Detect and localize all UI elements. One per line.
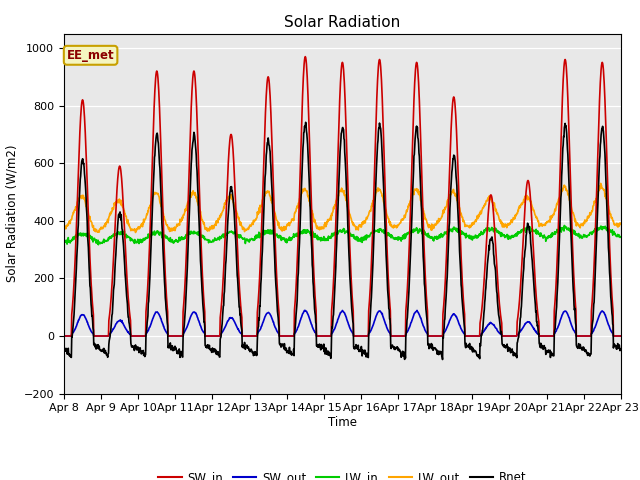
LW_in — [561, 223, 568, 228]
SW_in — [502, 333, 509, 339]
Rnet — [438, 357, 446, 362]
LW_out — [184, 199, 192, 205]
LW_in — [184, 232, 192, 238]
LW_out — [132, 229, 140, 235]
SW_out — [551, 330, 559, 336]
Line: SW_in: SW_in — [64, 57, 620, 336]
SW_out — [502, 333, 509, 339]
LW_in — [171, 238, 179, 244]
LW_out — [502, 221, 509, 227]
LW_in — [502, 233, 509, 239]
LW_in — [429, 237, 436, 243]
Rnet — [616, 347, 624, 352]
SW_out — [60, 333, 68, 339]
Rnet — [60, 347, 68, 353]
LW_in — [246, 237, 254, 242]
LW_out — [60, 226, 68, 231]
SW_out — [301, 308, 308, 313]
SW_in — [301, 54, 309, 60]
Rnet — [170, 346, 178, 351]
SW_in — [184, 212, 191, 217]
SW_in — [60, 333, 68, 339]
Line: LW_out: LW_out — [64, 183, 620, 232]
LW_in — [616, 234, 624, 240]
LW_out — [246, 223, 254, 228]
LW_in — [95, 242, 102, 248]
Y-axis label: Solar Radiation (W/m2): Solar Radiation (W/m2) — [5, 145, 18, 282]
LW_out — [429, 223, 436, 228]
X-axis label: Time: Time — [328, 416, 357, 429]
SW_out — [429, 333, 436, 339]
Rnet — [184, 253, 191, 259]
LW_in — [60, 240, 68, 245]
SW_out — [246, 333, 254, 339]
SW_out — [184, 322, 191, 328]
SW_out — [170, 333, 178, 339]
Line: SW_out: SW_out — [64, 311, 620, 336]
LW_out — [551, 207, 559, 213]
Rnet — [551, 326, 559, 332]
Rnet — [246, 349, 254, 355]
LW_out — [616, 221, 624, 227]
Rnet — [502, 344, 510, 349]
Text: EE_met: EE_met — [67, 49, 115, 62]
Rnet — [429, 348, 436, 353]
Rnet — [302, 120, 310, 125]
LW_out — [597, 180, 605, 186]
SW_out — [616, 333, 624, 339]
Title: Solar Radiation: Solar Radiation — [284, 15, 401, 30]
Line: LW_in: LW_in — [64, 226, 620, 245]
LW_in — [551, 229, 559, 235]
LW_out — [171, 224, 179, 230]
SW_in — [429, 333, 436, 339]
SW_in — [551, 303, 559, 309]
SW_in — [246, 333, 254, 339]
Legend: SW_in, SW_out, LW_in, LW_out, Rnet: SW_in, SW_out, LW_in, LW_out, Rnet — [153, 466, 532, 480]
SW_in — [170, 333, 178, 339]
SW_in — [616, 333, 624, 339]
Line: Rnet: Rnet — [64, 122, 620, 360]
